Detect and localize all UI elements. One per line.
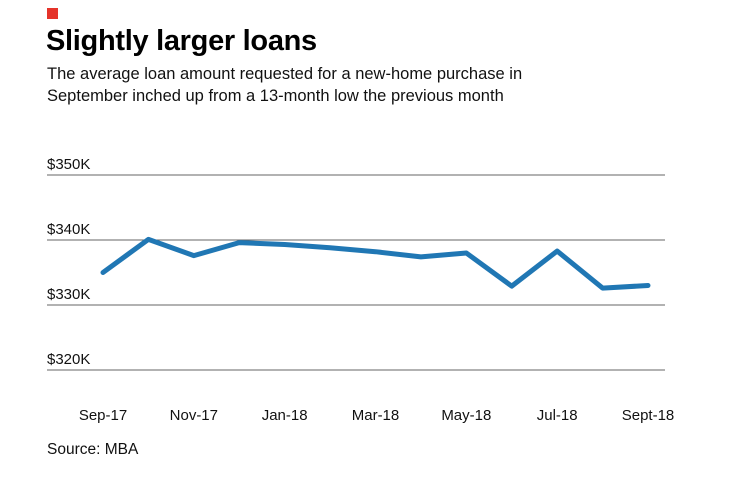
source-label: Source: MBA [47, 441, 139, 458]
chart-title: Slightly larger loans [46, 25, 317, 57]
x-tick-label: Jan-18 [262, 407, 308, 424]
loan-amount-line [100, 236, 651, 291]
x-tick-label: Sep-17 [79, 407, 127, 424]
y-tick-label: $350K [47, 156, 90, 173]
x-tick-label: May-18 [441, 407, 491, 424]
y-tick-label: $340K [47, 221, 90, 238]
brand-accent-square [47, 8, 58, 19]
x-tick-label: Sept-18 [622, 407, 675, 424]
x-tick-label: Jul-18 [537, 407, 578, 424]
chart-subtitle: The average loan amount requested for a … [47, 65, 523, 105]
x-tick-label: Nov-17 [170, 407, 218, 424]
x-tick-label: Mar-18 [352, 407, 400, 424]
y-tick-label: $330K [47, 286, 90, 303]
y-tick-label: $320K [47, 351, 90, 368]
